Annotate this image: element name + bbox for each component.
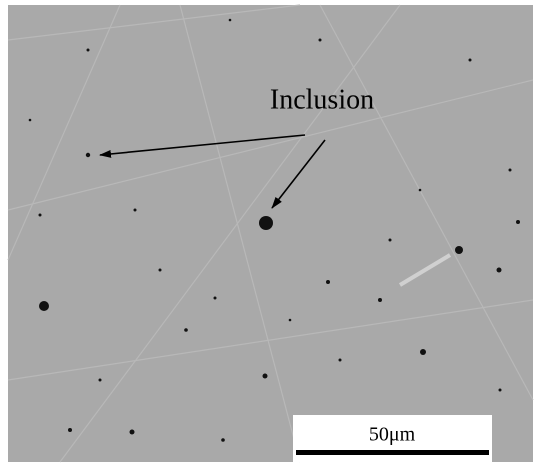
particle <box>339 359 342 362</box>
particle <box>509 169 512 172</box>
particle <box>87 49 90 52</box>
particle <box>378 298 382 302</box>
particle <box>221 438 225 442</box>
inclusion <box>259 216 273 230</box>
micrograph: Inclusion 50μm <box>0 0 541 466</box>
particle <box>68 428 72 432</box>
sample-surface <box>8 5 533 462</box>
particle <box>469 59 472 62</box>
particle <box>499 389 502 392</box>
particle <box>289 319 292 322</box>
particle <box>214 297 217 300</box>
particle <box>130 430 135 435</box>
particle <box>39 214 42 217</box>
particle <box>29 119 32 122</box>
inclusion <box>86 153 90 157</box>
particle <box>497 268 502 273</box>
particle <box>326 280 330 284</box>
particle <box>134 209 137 212</box>
particle <box>39 301 49 311</box>
particle <box>99 379 102 382</box>
particle <box>319 39 322 42</box>
page: Inclusion 50μm (() => { const data = JSO… <box>0 0 541 466</box>
annotation-label: Inclusion <box>270 84 374 115</box>
particle <box>516 220 520 224</box>
particle <box>420 349 426 355</box>
particle <box>229 19 232 22</box>
particle <box>159 269 162 272</box>
scale-bar <box>296 450 489 455</box>
particle <box>184 328 188 332</box>
particle <box>389 239 392 242</box>
scale-bar-label: 50μm <box>369 424 416 446</box>
particle <box>455 246 463 254</box>
particle <box>419 189 422 192</box>
particle <box>263 374 268 379</box>
